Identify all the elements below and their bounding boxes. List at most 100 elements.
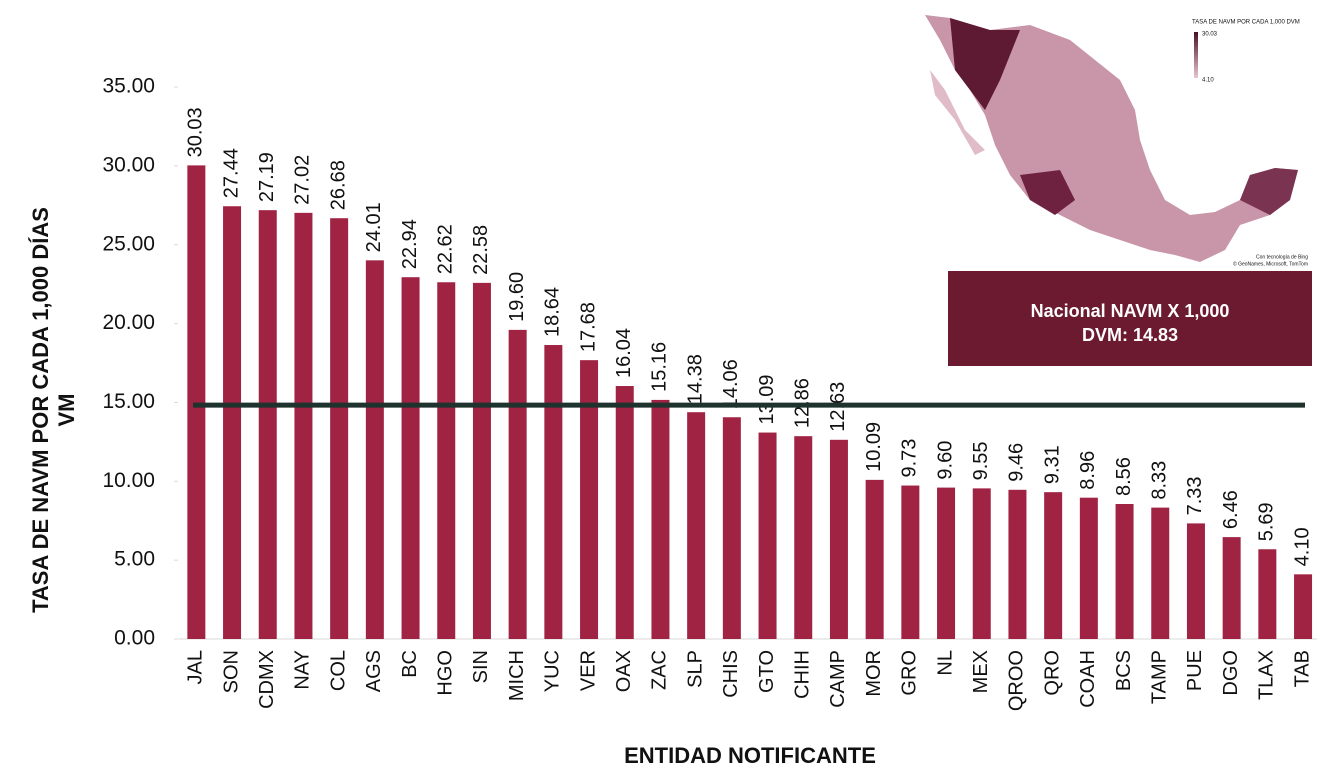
x-tick-label: TLAX xyxy=(1256,650,1278,700)
map-region xyxy=(1020,170,1075,215)
bar xyxy=(1294,574,1313,639)
y-axis-title: VM xyxy=(54,394,79,427)
data-label: 13.09 xyxy=(756,374,778,424)
data-label: 24.01 xyxy=(363,202,385,252)
x-tick-label: TAB xyxy=(1291,650,1313,687)
bar xyxy=(580,360,599,639)
x-tick-label: CAMP xyxy=(827,650,849,708)
map-legend-min: 4.10 xyxy=(1202,78,1214,84)
bar xyxy=(687,412,706,639)
x-tick-label: MOR xyxy=(863,650,885,697)
bar xyxy=(1186,523,1205,639)
x-tick-label: COL xyxy=(327,650,349,691)
x-tick-label: CHIS xyxy=(720,650,742,698)
x-tick-label: GRO xyxy=(899,650,921,696)
y-tick-label: 30.00 xyxy=(102,153,155,176)
bar xyxy=(330,218,349,639)
x-tick-label: MEX xyxy=(970,650,992,693)
bar xyxy=(258,210,277,639)
x-axis-title: ENTIDAD NOTIFICANTE xyxy=(624,743,876,768)
data-label: 19.60 xyxy=(506,272,528,322)
y-tick-label: 25.00 xyxy=(102,232,155,255)
data-label: 9.55 xyxy=(970,441,992,480)
map-region xyxy=(1240,168,1298,215)
bar xyxy=(365,260,384,639)
bar xyxy=(758,432,777,639)
x-tick-label: TAMP xyxy=(1149,650,1171,704)
bar xyxy=(1044,492,1063,639)
data-label: 14.06 xyxy=(720,359,742,409)
bar xyxy=(472,282,491,639)
data-label: 15.16 xyxy=(649,342,671,392)
annotation-text: DVM: 14.83 xyxy=(1082,325,1178,345)
annotation-text: Nacional NAVM X 1,000 xyxy=(1031,301,1230,321)
x-tick-label: BC xyxy=(399,650,421,678)
map-credit: Con tecnología de Bing xyxy=(1256,254,1308,260)
data-label: 17.68 xyxy=(577,302,599,352)
data-label: 8.56 xyxy=(1113,457,1135,496)
bar xyxy=(829,439,848,639)
y-tick-label: 20.00 xyxy=(102,311,155,334)
data-label: 10.09 xyxy=(863,422,885,472)
bar xyxy=(1222,537,1241,639)
y-tick-label: 5.00 xyxy=(114,548,155,571)
bar xyxy=(794,436,813,639)
data-label: 22.62 xyxy=(435,224,457,274)
x-tick-label: JAL xyxy=(185,650,207,684)
data-label: 9.31 xyxy=(1041,445,1063,484)
bar xyxy=(294,212,313,639)
y-tick-label: 10.00 xyxy=(102,469,155,492)
x-tick-label: NL xyxy=(934,650,956,676)
bar xyxy=(437,282,456,639)
bar xyxy=(401,277,420,639)
data-label: 9.46 xyxy=(1006,443,1028,482)
x-tick-label: YUC xyxy=(542,650,564,692)
map-legend-title: TASA DE NAVM POR CADA 1,000 DVM xyxy=(1192,20,1300,26)
bar xyxy=(901,485,920,639)
bar xyxy=(544,345,563,639)
x-tick-label: OAX xyxy=(613,650,635,692)
map-credit: © GeoNames, Microsoft, TomTom xyxy=(1233,260,1308,267)
y-tick-label: 0.00 xyxy=(114,627,155,650)
x-tick-label: PUE xyxy=(1184,650,1206,691)
data-label: 18.64 xyxy=(542,287,564,337)
x-tick-label: CDMX xyxy=(256,650,278,709)
data-label: 26.68 xyxy=(327,160,349,210)
x-tick-label: DGO xyxy=(1220,650,1242,696)
bar xyxy=(651,399,670,639)
x-tick-label: CHIH xyxy=(792,650,814,699)
x-tick-label: GTO xyxy=(756,650,778,693)
x-tick-label: NAY xyxy=(292,650,314,690)
data-label: 30.03 xyxy=(185,107,207,157)
data-label: 9.60 xyxy=(934,441,956,480)
data-label: 22.58 xyxy=(470,225,492,275)
bar xyxy=(615,386,634,639)
y-axis-title: TASA DE NAVM POR CADA 1,000 DÍAS xyxy=(28,207,53,613)
data-label: 27.19 xyxy=(256,152,278,202)
data-label: 16.04 xyxy=(613,328,635,378)
x-tick-label: SLP xyxy=(684,650,706,688)
x-tick-label: BCS xyxy=(1113,650,1135,691)
data-label: 6.46 xyxy=(1220,490,1242,529)
data-label: 14.38 xyxy=(684,354,706,404)
y-tick-label: 35.00 xyxy=(102,75,155,98)
bar xyxy=(972,488,991,639)
bar xyxy=(508,329,527,639)
map-region xyxy=(950,18,1020,110)
bar xyxy=(187,165,206,639)
x-tick-label: COAH xyxy=(1077,650,1099,708)
bar xyxy=(1115,503,1134,639)
bar xyxy=(1079,497,1098,639)
data-label: 22.94 xyxy=(399,219,421,269)
map-region xyxy=(930,70,985,155)
y-tick-label: 15.00 xyxy=(102,390,155,413)
data-label: 4.10 xyxy=(1291,527,1313,566)
data-label: 27.02 xyxy=(292,155,314,205)
bar xyxy=(1258,549,1277,639)
x-tick-label: QRO xyxy=(1041,650,1063,696)
bar xyxy=(937,487,956,639)
map-legend-max: 30.03 xyxy=(1202,32,1218,38)
data-label: 9.73 xyxy=(899,439,921,478)
